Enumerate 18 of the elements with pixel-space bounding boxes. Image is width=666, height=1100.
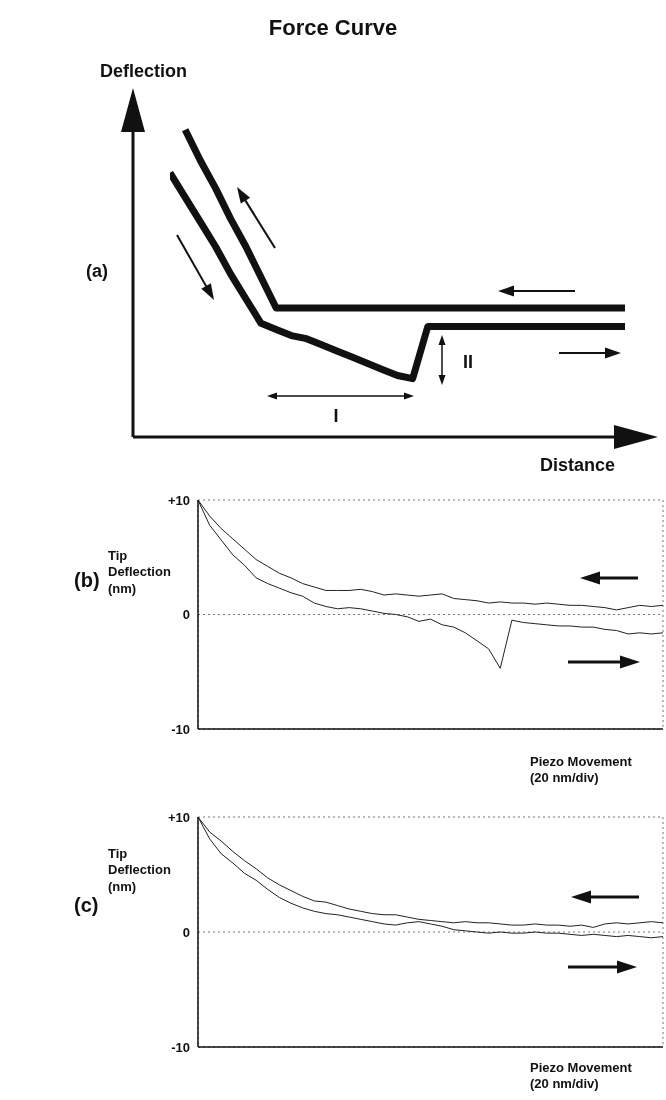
y-tick-label: +10 [167,809,190,825]
y-axis-title: Tip Deflection (nm) [108,548,172,597]
y-tick-label: -10 [171,1039,190,1055]
x-axis-title: Piezo Movement (20 nm/div) [530,1060,633,1093]
text: (a) [86,260,108,283]
text: (b) [74,568,100,593]
x-axis-title: Distance [540,454,617,477]
x-axis-title: Piezo Movement (20 nm/div) [530,754,633,787]
annotation: II [462,351,474,374]
y-tick-label: 0 [182,924,190,940]
y-tick-label: 0 [182,607,190,623]
text: (c) [74,893,99,918]
y-tick-label: +10 [167,492,190,508]
chart-title: Force Curve [267,14,399,42]
y-axis-title: Tip Deflection (nm) [108,846,172,895]
y-axis-title: Deflection [100,60,188,83]
annotation: I [332,405,340,428]
y-tick-label: -10 [171,721,190,737]
